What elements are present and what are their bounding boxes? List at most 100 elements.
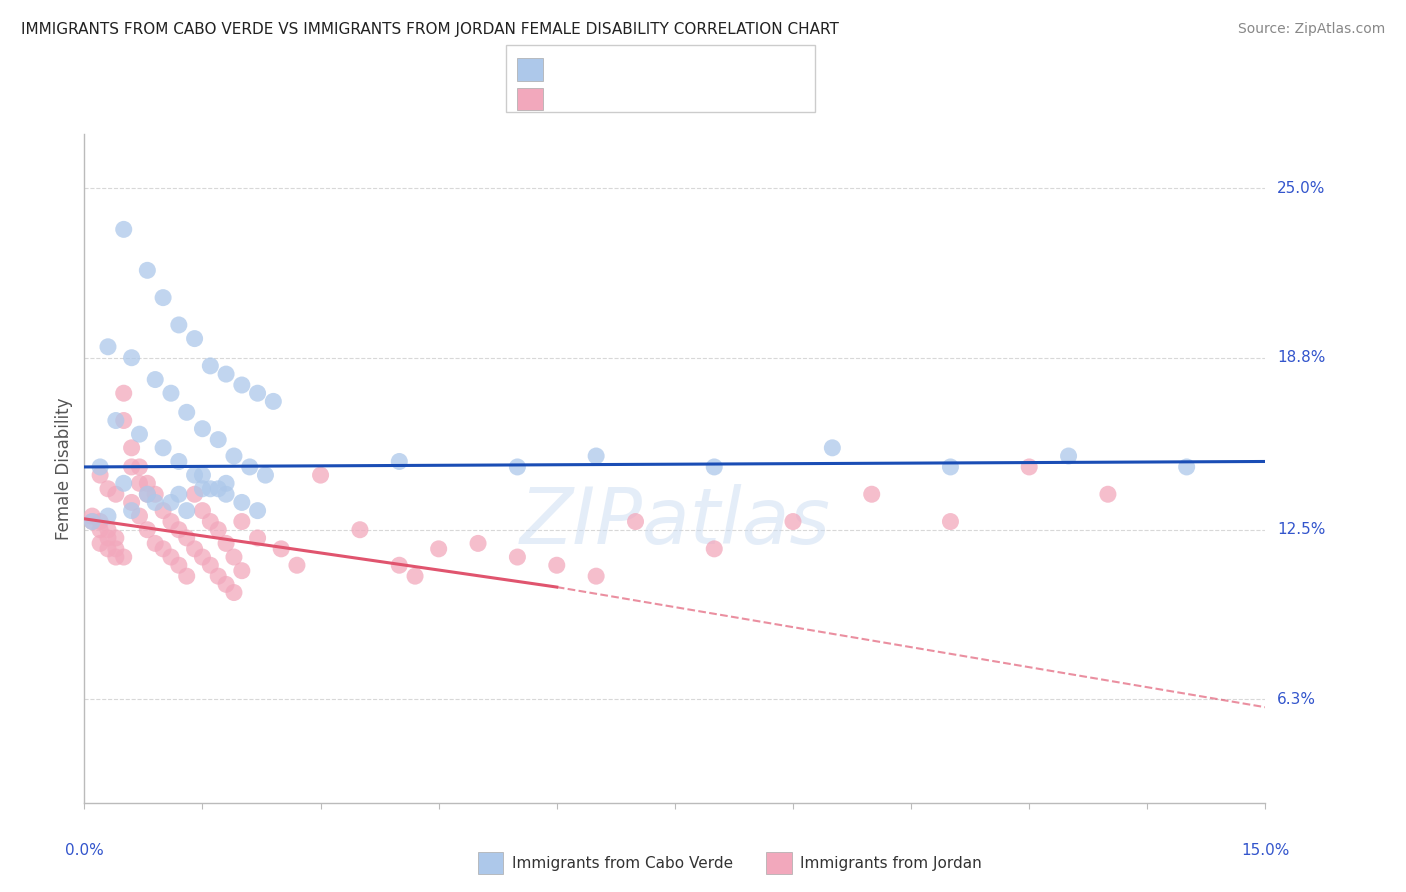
Point: [215, 367, 238, 381]
Point: [82, 509, 104, 524]
Text: 0.0%: 0.0%: [65, 843, 104, 858]
Point: [136, 487, 159, 501]
Point: [128, 509, 150, 524]
Point: [136, 476, 159, 491]
Point: [1018, 459, 1040, 474]
Point: [128, 476, 150, 491]
Point: [104, 487, 127, 501]
Point: [1057, 449, 1080, 463]
Point: [191, 468, 214, 483]
Point: [585, 569, 607, 583]
Text: Immigrants from Cabo Verde: Immigrants from Cabo Verde: [512, 856, 733, 871]
Point: [136, 523, 159, 537]
Point: [506, 549, 529, 564]
Point: [215, 536, 238, 550]
Text: N =: N =: [654, 92, 688, 107]
Point: [200, 515, 222, 529]
Point: [176, 569, 198, 583]
Point: [207, 433, 229, 447]
Point: [254, 468, 277, 483]
Point: [112, 386, 135, 401]
Point: [207, 569, 229, 583]
Point: [97, 523, 120, 537]
Point: [1097, 487, 1119, 501]
Point: [309, 468, 332, 483]
Point: [191, 482, 214, 496]
Point: [121, 441, 143, 455]
Point: [89, 523, 111, 537]
Point: [143, 536, 166, 550]
Text: -0.226: -0.226: [598, 92, 647, 107]
Text: ZIPatlas: ZIPatlas: [519, 483, 831, 560]
Text: 12.5%: 12.5%: [1277, 522, 1326, 537]
Point: [167, 523, 190, 537]
Point: [1175, 459, 1198, 474]
Point: [262, 394, 284, 409]
Point: [97, 541, 120, 556]
Point: [152, 291, 174, 305]
Point: [121, 459, 143, 474]
Text: 18.8%: 18.8%: [1277, 351, 1326, 365]
Text: R =: R =: [551, 62, 585, 78]
Point: [239, 459, 262, 474]
Point: [200, 558, 222, 573]
Point: [191, 503, 214, 517]
Point: [703, 541, 725, 556]
Point: [82, 515, 104, 529]
Point: [167, 454, 190, 468]
Point: [231, 495, 253, 509]
Point: [183, 487, 205, 501]
Point: [89, 459, 111, 474]
Point: [89, 536, 111, 550]
Point: [128, 459, 150, 474]
Point: [222, 585, 245, 599]
Point: [160, 386, 183, 401]
Point: [207, 523, 229, 537]
Text: 0.018: 0.018: [598, 62, 641, 78]
Point: [104, 413, 127, 427]
Text: Source: ZipAtlas.com: Source: ZipAtlas.com: [1237, 22, 1385, 37]
Point: [222, 449, 245, 463]
Point: [104, 541, 127, 556]
Point: [97, 340, 120, 354]
Point: [191, 422, 214, 436]
Point: [152, 503, 174, 517]
Point: [89, 515, 111, 529]
Point: [160, 495, 183, 509]
Point: [246, 531, 269, 545]
Point: [246, 503, 269, 517]
Point: [506, 459, 529, 474]
Point: [183, 332, 205, 346]
Text: N =: N =: [654, 62, 688, 78]
Point: [121, 503, 143, 517]
Point: [97, 482, 120, 496]
Point: [821, 441, 844, 455]
Point: [207, 482, 229, 496]
Point: [215, 476, 238, 491]
Point: [152, 441, 174, 455]
Point: [388, 454, 411, 468]
Point: [285, 558, 308, 573]
Point: [231, 564, 253, 578]
Point: [176, 503, 198, 517]
Point: [112, 222, 135, 236]
Point: [176, 531, 198, 545]
Point: [939, 459, 962, 474]
Point: [215, 487, 238, 501]
Point: [167, 318, 190, 332]
Point: [215, 577, 238, 591]
Point: [97, 531, 120, 545]
Point: [112, 476, 135, 491]
Text: 69: 69: [700, 92, 720, 107]
Point: [191, 549, 214, 564]
Point: [112, 413, 135, 427]
Point: [404, 569, 426, 583]
Point: [427, 541, 450, 556]
Point: [167, 487, 190, 501]
Point: [160, 549, 183, 564]
Point: [246, 386, 269, 401]
Point: [782, 515, 804, 529]
Point: [546, 558, 568, 573]
Point: [143, 487, 166, 501]
Point: [82, 515, 104, 529]
